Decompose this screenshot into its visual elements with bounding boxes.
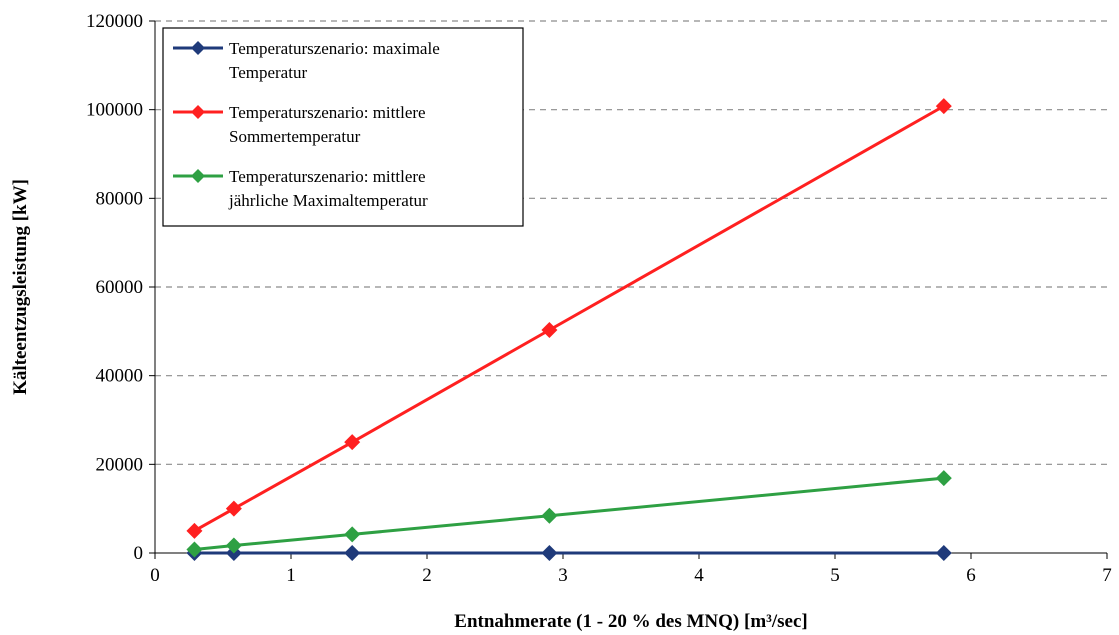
series-3 <box>186 470 951 557</box>
data-point <box>936 98 952 114</box>
legend-label: Temperaturszenario: mittlere <box>229 167 426 186</box>
data-point <box>541 322 557 338</box>
data-point <box>344 526 360 542</box>
legend: Temperaturszenario: maximale Temperatur Te… <box>163 28 523 226</box>
legend-label: Temperaturszenario: maximale <box>229 39 440 58</box>
data-point <box>186 523 202 539</box>
y-axis-label: Kälteentzugsleistung [kW] <box>10 179 31 395</box>
legend-label: Sommertemperatur <box>229 127 361 146</box>
x-tick-label: 4 <box>694 565 704 586</box>
legend-label: jährliche Maximaltemperatur <box>228 191 428 210</box>
data-point <box>541 508 557 524</box>
x-tick-label: 7 <box>1102 565 1112 586</box>
series-1 <box>186 545 951 561</box>
legend-label: Temperatur <box>229 63 307 82</box>
data-point <box>344 545 360 561</box>
y-tick-label: 60000 <box>96 277 144 298</box>
x-tick-label: 3 <box>558 565 568 586</box>
x-tick-label: 1 <box>286 565 296 586</box>
series-line <box>194 478 943 549</box>
x-tick-label: 5 <box>830 565 840 586</box>
data-point <box>936 545 952 561</box>
x-tick-label: 0 <box>150 565 160 586</box>
data-point <box>936 470 952 486</box>
x-axis-label: Entnahmerate (1 - 20 % des MNQ) [m³/sec] <box>454 611 807 632</box>
data-point <box>344 434 360 450</box>
y-tick-label: 0 <box>134 543 144 564</box>
y-tick-label: 120000 <box>86 11 143 32</box>
y-tick-label: 80000 <box>96 188 144 209</box>
data-point <box>226 501 242 517</box>
legend-label: Temperaturszenario: mittlere <box>229 103 426 122</box>
y-tick-label: 20000 <box>96 454 144 475</box>
data-point <box>541 545 557 561</box>
y-tick-label: 100000 <box>86 100 143 121</box>
x-tick-label: 2 <box>422 565 432 586</box>
x-tick-label: 6 <box>966 565 976 586</box>
y-tick-label: 40000 <box>96 366 144 387</box>
